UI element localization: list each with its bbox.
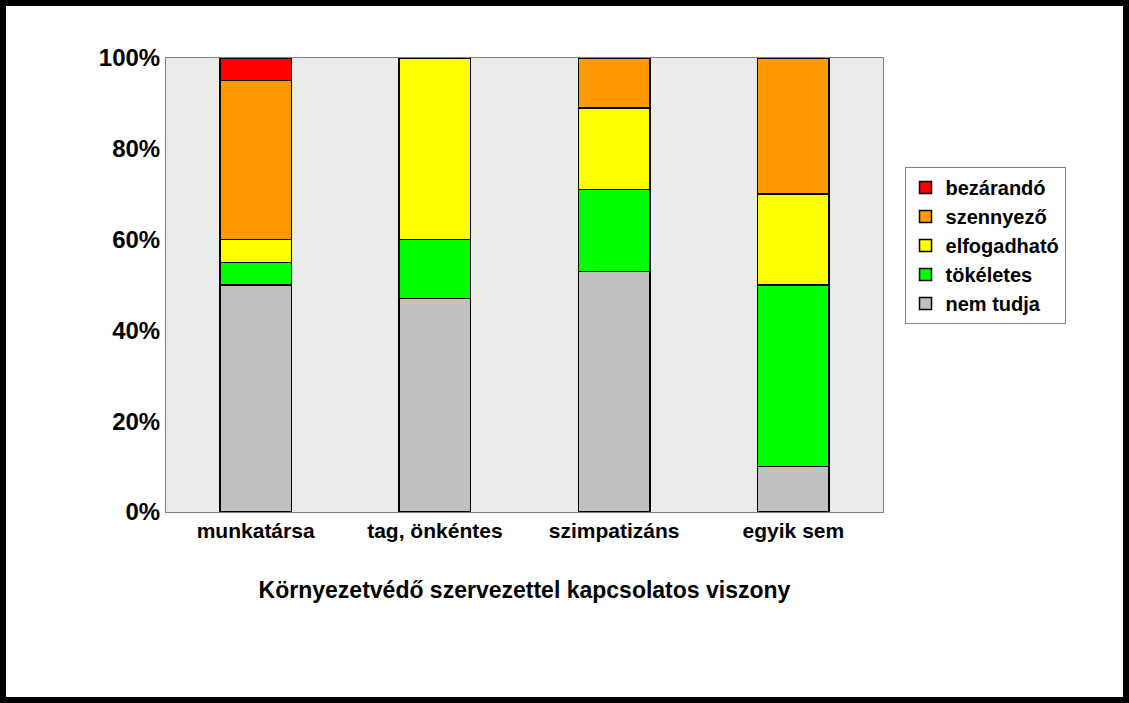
svg-text:egyik sem: egyik sem [743,519,845,542]
svg-text:szennyező: szennyező [946,206,1047,228]
svg-text:20%: 20% [112,408,160,435]
svg-text:100%: 100% [99,44,160,71]
svg-text:60%: 60% [112,226,160,253]
svg-text:elfogadható: elfogadható [946,235,1059,257]
svg-text:szimpatizáns: szimpatizáns [549,519,680,542]
svg-text:tökéletes: tökéletes [946,264,1033,286]
svg-text:munkatársa: munkatársa [197,519,315,542]
svg-text:bezárandó: bezárandó [946,177,1046,199]
svg-text:40%: 40% [112,317,160,344]
svg-text:Környezetvédő szervezettel kap: Környezetvédő szervezettel kapcsolatos v… [259,577,791,603]
svg-text:nem tudja: nem tudja [946,293,1041,315]
svg-text:80%: 80% [112,135,160,162]
svg-text:tag, önkéntes: tag, önkéntes [367,519,502,542]
svg-text:0%: 0% [126,498,161,525]
